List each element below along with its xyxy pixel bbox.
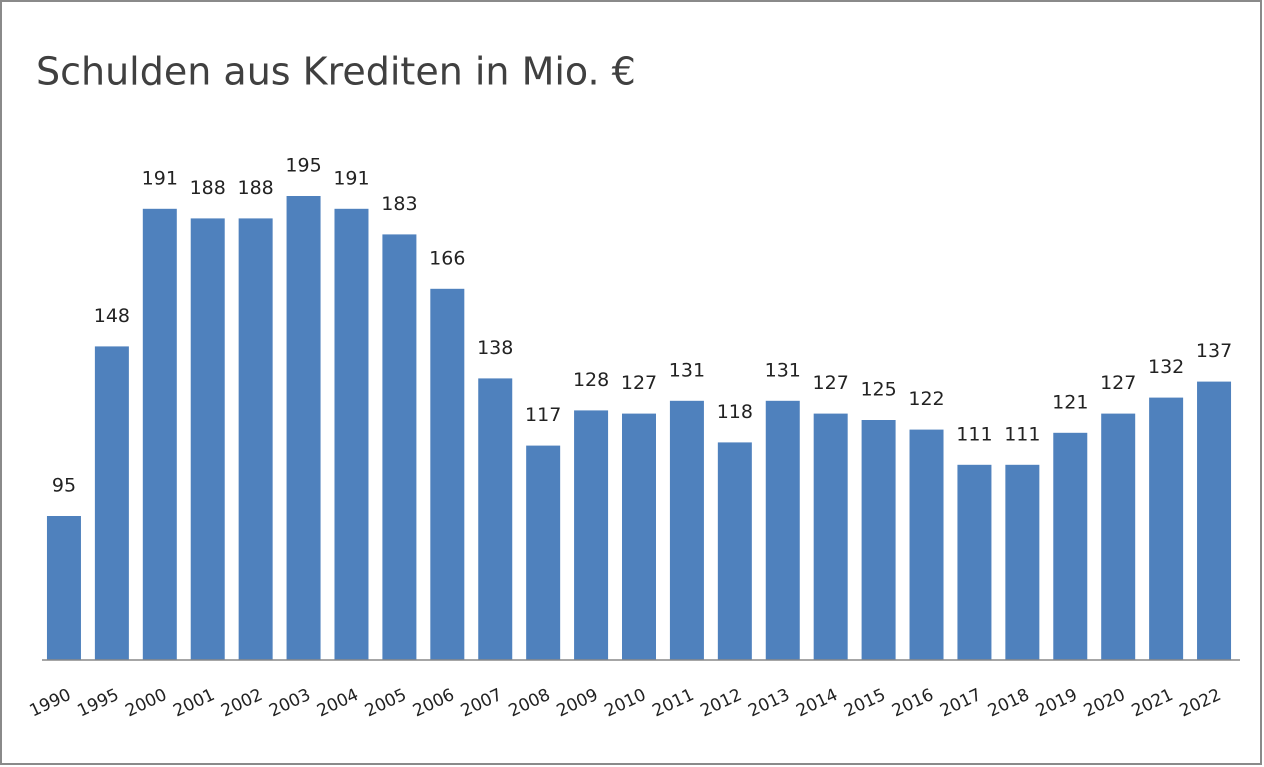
bar [765, 400, 800, 660]
bar [957, 464, 992, 660]
bar [574, 410, 609, 660]
data-label: 125 [860, 379, 896, 401]
bar [334, 208, 369, 661]
data-label: 127 [1100, 372, 1136, 394]
data-label: 191 [142, 167, 178, 189]
bar [813, 413, 848, 660]
bar [861, 420, 896, 660]
bar [1053, 432, 1088, 660]
bar [238, 218, 273, 660]
data-label: 131 [765, 359, 801, 381]
bar [1149, 397, 1184, 660]
bar [286, 196, 321, 660]
data-label: 137 [1196, 340, 1232, 362]
data-label: 122 [908, 388, 944, 410]
data-label: 131 [669, 359, 705, 381]
bar [669, 400, 704, 660]
bar [190, 218, 225, 660]
data-label: 111 [1004, 423, 1040, 445]
data-label: 118 [717, 401, 753, 423]
data-label: 127 [813, 372, 849, 394]
data-label: 121 [1052, 391, 1088, 413]
bar [1197, 381, 1232, 660]
data-label: 183 [381, 193, 417, 215]
bar [478, 378, 513, 660]
bar [430, 288, 465, 660]
data-label: 148 [94, 305, 130, 327]
data-label: 195 [285, 155, 321, 177]
bar [46, 516, 81, 660]
data-label: 127 [621, 372, 657, 394]
bar [909, 429, 944, 660]
data-label: 128 [573, 369, 609, 391]
data-label: 188 [190, 177, 226, 199]
data-label: 166 [429, 247, 465, 269]
data-label: 111 [956, 423, 992, 445]
bar [717, 442, 752, 660]
bar [382, 234, 417, 660]
data-label: 132 [1148, 356, 1184, 378]
data-label: 138 [477, 337, 513, 359]
chart-title: Schulden aus Krediten in Mio. € [36, 50, 636, 94]
bar [1101, 413, 1136, 660]
data-label: 95 [52, 475, 76, 497]
data-label: 117 [525, 404, 561, 426]
bar [622, 413, 656, 660]
bar [526, 445, 561, 660]
bar [1005, 464, 1040, 660]
data-label: 191 [333, 167, 369, 189]
data-label: 188 [238, 177, 274, 199]
bar [142, 208, 177, 661]
bar [94, 346, 129, 660]
